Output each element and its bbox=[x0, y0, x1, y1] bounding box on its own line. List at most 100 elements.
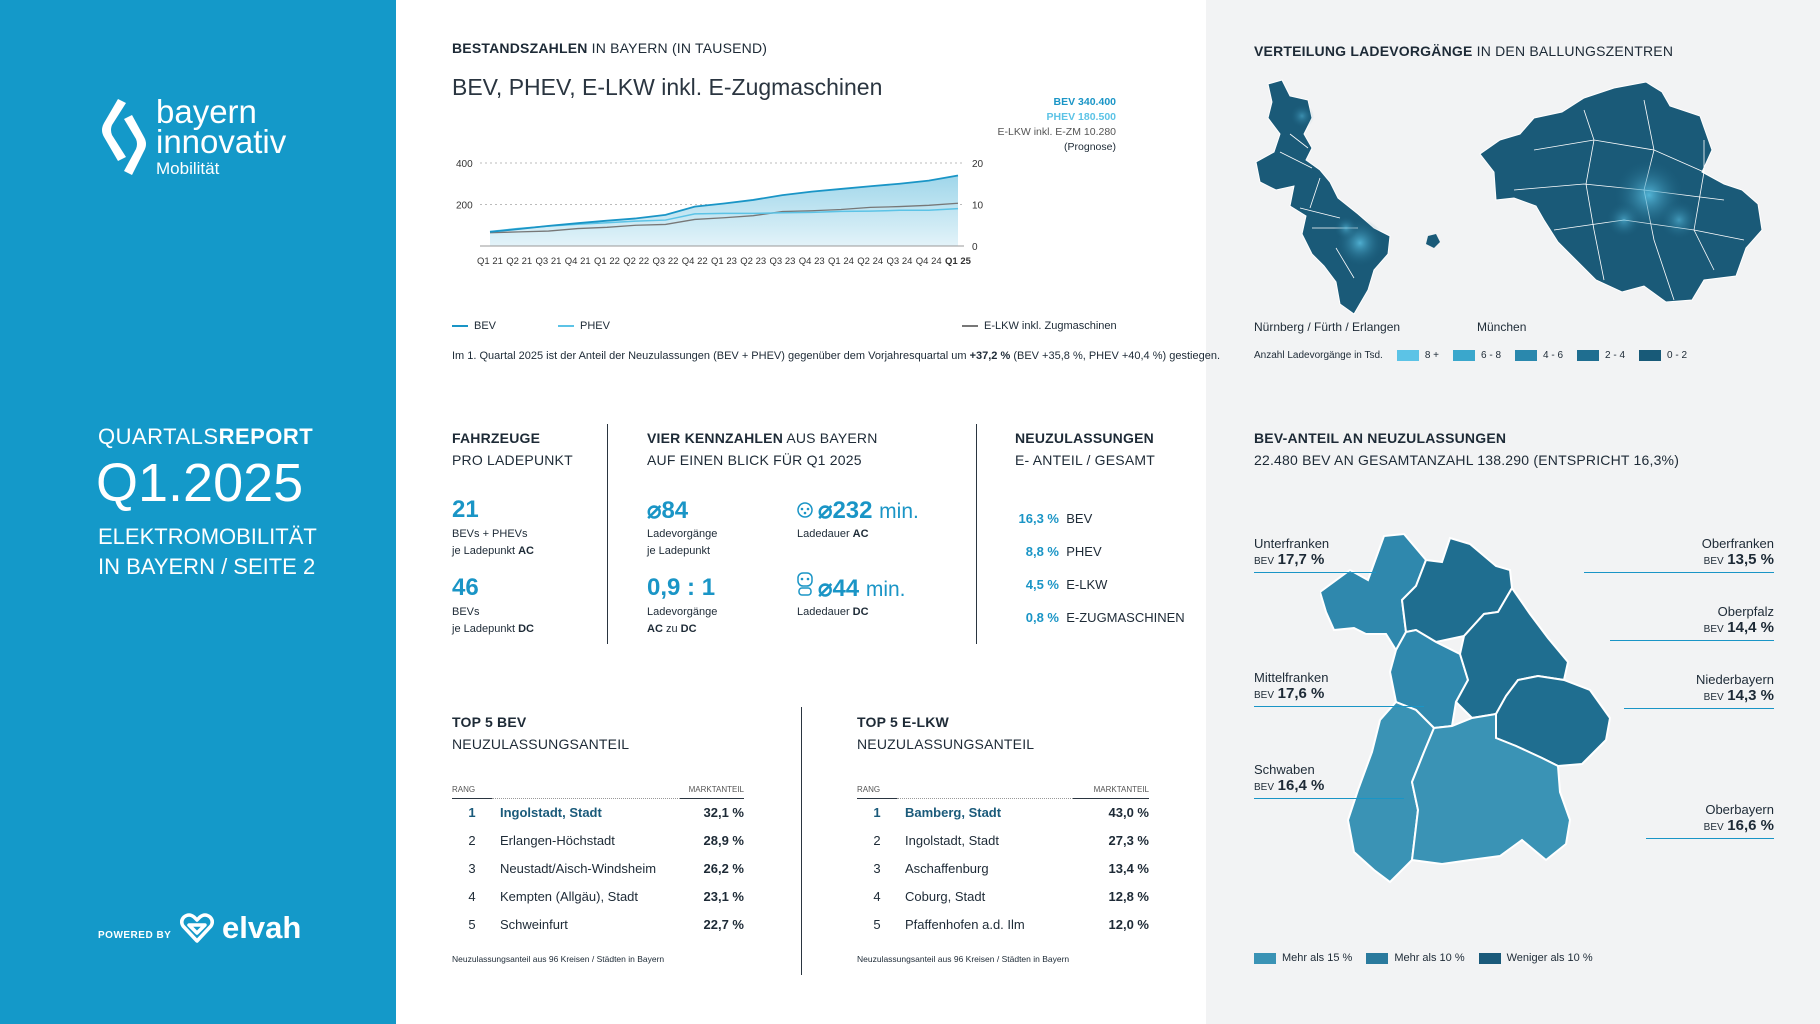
leader-line bbox=[1584, 572, 1774, 573]
fahrzeuge-heading-1: FAHRZEUGE bbox=[452, 430, 541, 446]
table-row: 1 Ingolstadt, Stadt 32,1 % bbox=[452, 798, 744, 826]
rank: 2 bbox=[873, 832, 881, 848]
top-elkw-heading-1: TOP 5 E-LKW bbox=[857, 714, 949, 730]
stock-heading-bold: BESTANDSZAHLEN bbox=[452, 40, 588, 56]
annotation-prognose: (Prognose) bbox=[1064, 141, 1116, 153]
table-header: RANG MARKTANTEIL bbox=[452, 770, 744, 799]
fahrzeuge-heading: FAHRZEUGE PRO LADEPUNKT bbox=[452, 427, 573, 471]
district-name: Ingolstadt, Stadt bbox=[905, 832, 999, 848]
neuzulassungen-list: 16,3 % BEV 8,8 % PHEV 4,5 % E-LKW 0,8 % … bbox=[1015, 502, 1185, 634]
bevanteil-legend: Mehr als 15 % Mehr als 10 % Weniger als … bbox=[1254, 952, 1593, 964]
rank: 4 bbox=[468, 888, 476, 904]
legend-elkw: E-LKW inkl. Zugmaschinen bbox=[962, 320, 1117, 332]
table-row: 5 Pfaffenhofen a.d. Ilm 12,0 % bbox=[857, 910, 1149, 938]
legend-bev: BEV bbox=[452, 320, 496, 332]
region-value: 16,4 % bbox=[1277, 777, 1325, 794]
heatmap-legend: Anzahl Ladevorgänge in Tsd. 8 + 6 - 8 4 … bbox=[1254, 350, 1687, 361]
district-name: Pfaffenhofen a.d. Ilm bbox=[905, 916, 1025, 932]
elvah-logo: elvah bbox=[180, 910, 301, 946]
legend-label: Mehr als 10 % bbox=[1394, 952, 1465, 964]
marktanteil-header: MARKTANTEIL bbox=[680, 770, 744, 799]
report-label: QUARTALSREPORT bbox=[98, 424, 313, 450]
share-value: 12,0 % bbox=[1108, 916, 1149, 932]
x-tick: Q1 22 bbox=[594, 256, 620, 267]
fahrzeuge-dc-label-2: je Ladepunkt bbox=[452, 623, 519, 635]
x-tick: Q4 23 bbox=[799, 256, 825, 267]
neuzulassungen-row: 8,8 % PHEV bbox=[1015, 535, 1185, 568]
region-name: Schwaben bbox=[1254, 762, 1315, 777]
leader-line bbox=[1254, 572, 1376, 573]
legend-bev-swatch bbox=[452, 325, 468, 327]
kennzahlen-heading-rest: AUS BAYERN bbox=[783, 430, 878, 446]
top-bev-footnote: Neuzulassungsanteil aus 96 Kreisen / Stä… bbox=[452, 954, 665, 964]
bev-label: BEV bbox=[1254, 556, 1275, 567]
x-tick: Q3 21 bbox=[536, 256, 562, 267]
top-elkw-heading-2: NEUZULASSUNGSANTEIL bbox=[857, 736, 1035, 752]
fahrzeuge-dc-label: BEVs je Ladepunkt DC bbox=[452, 604, 534, 638]
region-name: Oberbayern bbox=[1705, 802, 1774, 817]
region-value: 14,4 % bbox=[1727, 619, 1774, 636]
x-tick: Q2 22 bbox=[623, 256, 649, 267]
leader-line bbox=[1254, 798, 1404, 799]
divider bbox=[976, 424, 977, 644]
x-tick: Q4 24 bbox=[916, 256, 942, 267]
fahrzeuge-dc-label-3: DC bbox=[518, 623, 534, 635]
table-row: 4 Coburg, Stadt 12,8 % bbox=[857, 882, 1149, 910]
fahrzeuge-dc-label-1: BEVs bbox=[452, 606, 480, 618]
region-value: 17,6 % bbox=[1277, 685, 1325, 702]
chart-subtitle: BEV, PHEV, E-LKW inkl. E-Zugmaschinen bbox=[452, 74, 883, 100]
district-name: Ingolstadt, Stadt bbox=[500, 804, 602, 820]
y-right-tick: 20 bbox=[972, 159, 984, 170]
heatmap-legend-title: Anzahl Ladevorgänge in Tsd. bbox=[1254, 350, 1383, 362]
legend-phev-swatch bbox=[558, 325, 574, 327]
elvah-wordmark: elvah bbox=[222, 910, 302, 945]
bevanteil-heading-2: 22.480 BEV AN GESAMTANZAHL 138.290 (ENTS… bbox=[1254, 452, 1680, 468]
legend-phev: PHEV bbox=[558, 320, 610, 332]
district-name: Kempten (Allgäu), Stadt bbox=[500, 888, 639, 904]
rank: 3 bbox=[873, 860, 881, 876]
share-value: 32,1 % bbox=[703, 804, 744, 820]
district-name: Erlangen-Höchstadt bbox=[500, 832, 615, 848]
kennzahl-ladevorgaenge-value: ⌀84 bbox=[647, 497, 689, 524]
rank: 2 bbox=[468, 832, 476, 848]
elkw-line bbox=[489, 202, 959, 234]
fahrzeuge-ac-label-2: je Ladepunkt bbox=[452, 545, 519, 557]
kennzahlen-heading: VIER KENNZAHLEN AUS BAYERN AUF EINEN BLIC… bbox=[647, 427, 878, 471]
kennzahl-ladevorgaenge-label-2: je Ladepunkt bbox=[647, 545, 710, 557]
district-name: Aschaffenburg bbox=[905, 860, 989, 876]
neuzulassungen-heading-1: NEUZULASSUNGEN bbox=[1015, 430, 1154, 446]
legend-item: Weniger als 10 % bbox=[1478, 952, 1593, 964]
muenchen-heatmap bbox=[1479, 81, 1763, 303]
report-subtitle: ELEKTROMOBILITÄT IN BAYERN / SEITE 2 bbox=[98, 522, 317, 582]
fahrzeuge-dc-value: 46 bbox=[452, 574, 479, 601]
share-value: 43,0 % bbox=[1108, 804, 1149, 820]
legend-swatch bbox=[1515, 350, 1538, 361]
kennzahl-dc-dauer-label-1: Ladedauer bbox=[797, 606, 853, 618]
region-name: Mittelfranken bbox=[1254, 670, 1329, 685]
neuzulassungen-value: 0,8 % bbox=[1025, 610, 1059, 625]
x-tick: Q3 23 bbox=[770, 256, 796, 267]
map-label-muenchen: München bbox=[1477, 320, 1527, 334]
rang-header: RANG bbox=[452, 770, 492, 799]
share-value: 27,3 % bbox=[1108, 832, 1149, 848]
table-row: 1 Bamberg, Stadt 43,0 % bbox=[857, 798, 1149, 826]
x-tick: Q1 25 bbox=[945, 256, 972, 267]
kennzahl-ac-dauer-label-1: Ladedauer bbox=[797, 528, 853, 540]
bev-label: BEV bbox=[1254, 782, 1275, 793]
rank: 3 bbox=[468, 860, 476, 876]
region-label-oberbayern: Oberbayern BEV 16,6 % bbox=[1646, 802, 1774, 839]
legend-swatch bbox=[1577, 350, 1600, 361]
kennzahl-dc-dauer-value: ⌀44 bbox=[818, 575, 860, 602]
kennzahl-verhaeltnis-value: 0,9 : 1 bbox=[647, 574, 716, 601]
header-spacer bbox=[897, 770, 1073, 799]
legend-swatch bbox=[1453, 350, 1475, 361]
neuzulassungen-row: 16,3 % BEV bbox=[1015, 502, 1185, 535]
district-name: Coburg, Stadt bbox=[905, 888, 986, 904]
kennzahl-verhaeltnis-label: Ladevorgänge AC zu DC bbox=[647, 604, 717, 638]
district-name: Schweinfurt bbox=[500, 916, 568, 932]
bevanteil-heading: BEV-ANTEIL AN NEUZULASSUNGEN 22.480 BEV A… bbox=[1254, 427, 1679, 471]
stock-note-pre: Im 1. Quartal 2025 ist der Anteil der Ne… bbox=[452, 350, 970, 362]
legend-phev-label: PHEV bbox=[580, 320, 610, 332]
divider bbox=[607, 424, 608, 644]
legend-label: Mehr als 15 % bbox=[1282, 952, 1353, 964]
